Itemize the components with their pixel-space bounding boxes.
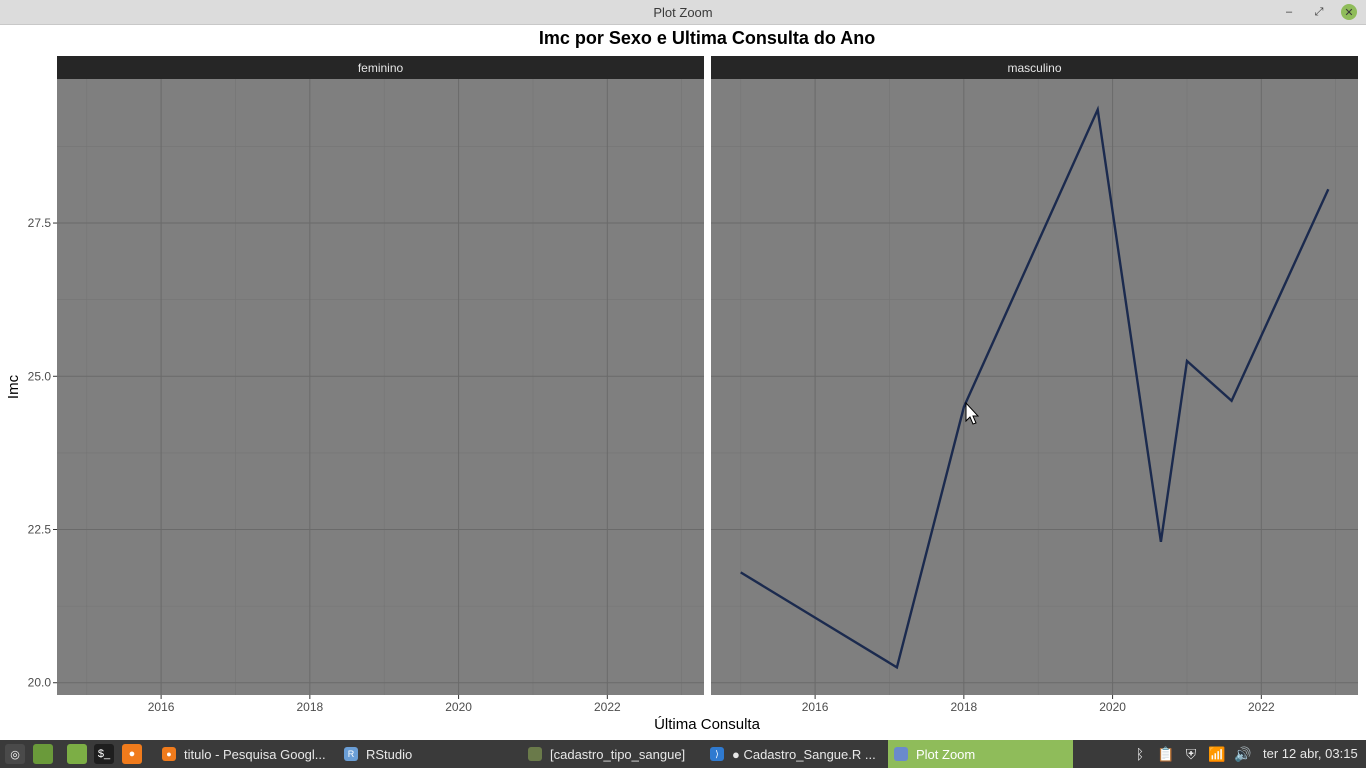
clock[interactable]: ter 12 abr, 03:15	[1263, 746, 1358, 761]
y-tick-label: 25.0	[28, 369, 52, 383]
task-label: RStudio	[366, 746, 413, 762]
terminal-icon[interactable]: $_	[94, 744, 114, 764]
series-line-masculino	[740, 105, 1330, 670]
volume-icon[interactable]: 🔊	[1234, 745, 1252, 762]
task-plot-zoom[interactable]: Plot Zoom	[888, 740, 1073, 768]
chart-title: Imc por Sexo e Ultima Consulta do Ano	[539, 28, 875, 48]
panel-background	[711, 79, 1358, 695]
x-tick-label: 2022	[594, 700, 621, 714]
y-axis-title: Imc	[5, 374, 22, 399]
task-label: [cadastro_tipo_sangue]	[550, 746, 686, 762]
facet-line-chart: Imc por Sexo e Ultima Consulta do Ano fem…	[5, 28, 1358, 733]
window-title: Plot Zoom	[653, 5, 713, 20]
vscode-task-icon: ⟩	[710, 747, 724, 761]
facet-label: feminino	[358, 61, 404, 75]
task-label: Plot Zoom	[916, 746, 976, 762]
x-axis-title: Última Consulta	[654, 716, 761, 733]
clipboard-icon[interactable]: 📋	[1157, 745, 1175, 762]
x-tick-label: 2020	[1099, 700, 1126, 714]
window-task-icon	[894, 747, 908, 761]
x-tick-label: 2022	[1248, 700, 1275, 714]
x-tick-label: 2018	[296, 700, 323, 714]
firefox-icon[interactable]: ●	[122, 744, 142, 764]
facet-label: masculino	[1007, 61, 1061, 75]
taskbar: ◎ $_ ● ● titulo - Pesquisa Googl... R RS…	[0, 740, 1366, 768]
x-tick-label: 2016	[148, 700, 175, 714]
task-rstudio[interactable]: R RStudio	[338, 740, 520, 768]
folder-task-icon	[528, 747, 542, 761]
mint-menu-icon[interactable]: ◎	[5, 744, 25, 764]
y-tick-label: 27.5	[28, 216, 52, 230]
show-desktop-icon[interactable]	[33, 744, 53, 764]
maximize-button[interactable]: ⤢	[1314, 5, 1324, 18]
shield-icon[interactable]: ⛨	[1185, 745, 1197, 762]
close-button[interactable]: ✕	[1341, 4, 1357, 20]
task-file-manager[interactable]: [cadastro_tipo_sangue]	[522, 740, 704, 768]
firefox-glyph: ●	[128, 748, 136, 760]
rstudio-task-icon: R	[344, 747, 358, 761]
panel-background	[57, 79, 704, 695]
facet-strip	[711, 56, 1358, 79]
x-tick-label: 2020	[445, 700, 472, 714]
y-tick-label: 20.0	[28, 676, 52, 690]
bluetooth-icon[interactable]: ᛒ	[1135, 746, 1145, 762]
task-vscode[interactable]: ⟩ ● Cadastro_Sangue.R ...	[704, 740, 888, 768]
x-tick-label: 2016	[802, 700, 829, 714]
terminal-glyph: $_	[97, 748, 111, 760]
task-firefox-search[interactable]: ● titulo - Pesquisa Googl...	[156, 740, 338, 768]
y-tick-label: 22.5	[28, 523, 52, 537]
plot-area: Imc por Sexo e Ultima Consulta do Ano fem…	[0, 25, 1366, 740]
task-label: ● Cadastro_Sangue.R ...	[732, 746, 876, 762]
file-manager-icon[interactable]	[67, 744, 87, 764]
mouse-cursor-icon	[965, 401, 980, 425]
x-tick-label: 2018	[950, 700, 977, 714]
firefox-task-icon: ●	[162, 747, 176, 761]
mint-menu-glyph: ◎	[10, 748, 20, 761]
facet-strip	[57, 56, 704, 79]
minimize-button[interactable]: –	[1285, 6, 1293, 18]
window-titlebar: Plot Zoom – ⤢ ✕	[0, 0, 1366, 25]
wifi-icon[interactable]: 📶	[1208, 745, 1226, 762]
task-label: titulo - Pesquisa Googl...	[184, 746, 326, 762]
